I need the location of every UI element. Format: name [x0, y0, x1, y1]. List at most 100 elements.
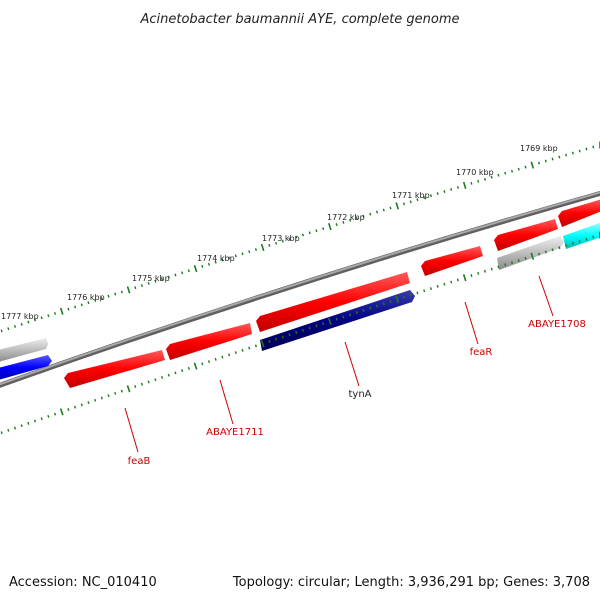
- gene-arrow-red-mid: [256, 272, 410, 332]
- kbp-label-1771: 1771 kbp: [392, 191, 430, 200]
- outer-minor-tick: [436, 192, 439, 196]
- outer-minor-tick: [0, 329, 3, 333]
- outer-major-tick: [462, 181, 467, 189]
- gene-label-tynA: tynA: [348, 389, 371, 400]
- gene-label-ABAYE1711: ABAYE1711: [206, 427, 264, 438]
- inner-minor-tick: [181, 369, 184, 373]
- inner-minor-tick: [160, 375, 164, 379]
- gene-arrow-feaB: [64, 350, 165, 388]
- inner-minor-tick: [288, 333, 291, 337]
- outer-minor-tick: [53, 312, 57, 315]
- outer-minor-tick: [94, 299, 97, 303]
- outer-minor-tick: [181, 271, 184, 275]
- inner-minor-tick: [134, 385, 137, 389]
- inner-minor-tick: [348, 313, 352, 317]
- leader-line-tynA: [344, 341, 360, 387]
- outer-minor-tick: [355, 216, 358, 220]
- inner-minor-tick: [20, 424, 23, 428]
- outer-minor-tick: [443, 190, 446, 193]
- gene-arrow-ABAYE1711: [166, 323, 252, 360]
- inner-minor-tick: [0, 431, 3, 435]
- inner-minor-tick: [201, 362, 204, 366]
- inner-minor-tick: [335, 317, 338, 321]
- outer-minor-tick: [565, 153, 568, 157]
- inner-minor-tick: [114, 391, 117, 395]
- inner-minor-tick: [592, 235, 595, 239]
- gene-arrow-cyan-edge: [563, 222, 600, 249]
- inner-minor-tick: [490, 267, 493, 271]
- map-title: Acinetobacter baumannii AYE, complete ge…: [139, 12, 459, 27]
- inner-minor-tick: [429, 287, 433, 291]
- outer-minor-tick: [504, 171, 507, 175]
- inner-minor-tick: [40, 417, 43, 421]
- inner-minor-tick: [578, 239, 581, 243]
- outer-minor-tick: [544, 159, 547, 163]
- outer-minor-tick: [335, 223, 338, 226]
- inner-minor-tick: [167, 373, 170, 377]
- outer-minor-tick: [201, 264, 204, 268]
- inner-minor-tick: [585, 237, 588, 241]
- outer-minor-tick: [551, 157, 554, 161]
- inner-minor-tick: [154, 378, 157, 382]
- outer-minor-tick: [33, 318, 37, 322]
- outer-minor-tick: [592, 145, 595, 149]
- inner-major-tick: [126, 385, 131, 393]
- outer-minor-tick: [585, 147, 588, 151]
- inner-minor-tick: [483, 269, 487, 273]
- outer-minor-tick: [268, 243, 271, 247]
- outer-minor-tick: [342, 220, 345, 224]
- outer-minor-tick: [87, 301, 90, 305]
- outer-minor-tick: [450, 188, 453, 191]
- outer-minor-tick: [288, 237, 291, 241]
- inner-minor-tick: [187, 366, 190, 370]
- outer-minor-tick: [7, 327, 10, 331]
- outer-minor-tick: [477, 179, 480, 183]
- gene-block-blue-left: [0, 355, 52, 380]
- inner-minor-tick: [443, 282, 446, 286]
- inner-minor-tick: [67, 408, 70, 411]
- outer-minor-tick: [369, 212, 372, 216]
- inner-minor-tick: [74, 405, 77, 409]
- outer-minor-tick: [456, 185, 459, 189]
- inner-minor-tick: [571, 242, 574, 245]
- outer-minor-tick: [13, 325, 17, 328]
- outer-minor-tick: [67, 307, 70, 311]
- inner-major-tick: [530, 252, 535, 260]
- outer-minor-tick: [134, 286, 137, 290]
- gene-label-ABAYE1708: ABAYE1708: [528, 319, 586, 330]
- outer-minor-tick: [27, 320, 30, 324]
- outer-minor-tick: [40, 316, 43, 320]
- outer-minor-tick: [47, 314, 50, 318]
- outer-major-tick: [260, 243, 265, 252]
- inner-minor-tick: [228, 353, 231, 357]
- inner-tick-ring: [0, 231, 600, 435]
- outer-minor-tick: [140, 284, 144, 288]
- gene-label-feaB: feaB: [128, 456, 151, 467]
- inner-minor-tick: [416, 291, 419, 295]
- outer-minor-tick: [308, 231, 311, 235]
- inner-minor-tick: [409, 293, 412, 297]
- outer-minor-tick: [315, 229, 318, 233]
- outer-major-tick: [126, 286, 131, 294]
- outer-minor-tick: [483, 177, 487, 181]
- outer-minor-tick: [187, 269, 190, 273]
- outer-minor-tick: [409, 200, 412, 204]
- outer-minor-tick: [423, 196, 426, 200]
- inner-minor-tick: [308, 326, 311, 330]
- outer-major-tick: [328, 223, 332, 231]
- gene-arrow-red-edge: [558, 199, 600, 227]
- outer-minor-tick: [275, 241, 278, 245]
- inner-minor-tick: [174, 371, 177, 375]
- gene-block-grey-left: [0, 338, 48, 362]
- outer-minor-tick: [214, 260, 217, 264]
- outer-minor-tick: [234, 254, 237, 258]
- inner-major-tick: [260, 340, 265, 348]
- inner-minor-tick: [13, 426, 17, 430]
- outer-minor-tick: [74, 305, 77, 309]
- gene-arrow-feaR: [421, 246, 483, 276]
- inner-minor-tick: [402, 295, 406, 299]
- inner-minor-tick: [342, 315, 345, 319]
- outer-minor-tick: [100, 296, 103, 300]
- genome-summary-text: Topology: circular; Length: 3,936,291 bp…: [232, 575, 590, 590]
- inner-minor-tick: [375, 304, 379, 308]
